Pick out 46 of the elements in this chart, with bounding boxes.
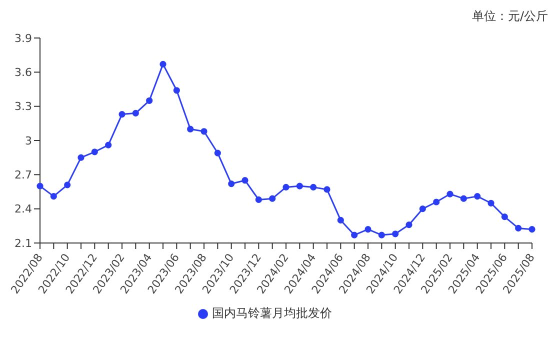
point	[118, 111, 126, 118]
point	[105, 142, 112, 148]
point	[378, 232, 385, 238]
point	[419, 206, 426, 212]
y-tick-label: 2.4	[14, 202, 32, 216]
point	[242, 177, 248, 184]
point	[269, 195, 276, 202]
y-tick-label: 3.6	[14, 66, 32, 80]
text: 单位：元/公斤	[472, 8, 548, 25]
point	[91, 148, 98, 156]
y-tick-label: 2.7	[14, 168, 32, 182]
point	[528, 226, 536, 233]
point	[36, 182, 44, 190]
point	[50, 193, 57, 200]
point	[78, 154, 84, 161]
point	[187, 126, 194, 132]
point	[433, 198, 440, 206]
point	[460, 195, 467, 202]
y-tick-label: 3	[25, 134, 32, 148]
point	[364, 226, 372, 233]
legend-label: 国内马铃薯月均批发价	[212, 306, 332, 320]
y-tick-label: 3.3	[14, 100, 32, 114]
point	[282, 184, 290, 190]
point	[132, 110, 139, 116]
point	[296, 182, 303, 190]
point	[200, 128, 208, 135]
point	[64, 182, 71, 188]
point	[324, 186, 330, 193]
point	[406, 221, 412, 228]
point	[337, 216, 344, 224]
point	[228, 180, 235, 188]
y-tick-label: 2.1	[14, 236, 32, 250]
point	[146, 97, 153, 104]
point	[160, 60, 166, 68]
point	[515, 224, 522, 232]
point	[446, 190, 454, 198]
point	[173, 87, 180, 94]
point	[392, 230, 399, 238]
point	[255, 196, 262, 204]
point	[310, 184, 317, 190]
y-tick-label: 3.9	[14, 32, 32, 45]
point	[501, 214, 508, 220]
point	[351, 232, 358, 238]
point	[214, 150, 221, 156]
point	[474, 193, 481, 200]
point	[488, 200, 494, 206]
